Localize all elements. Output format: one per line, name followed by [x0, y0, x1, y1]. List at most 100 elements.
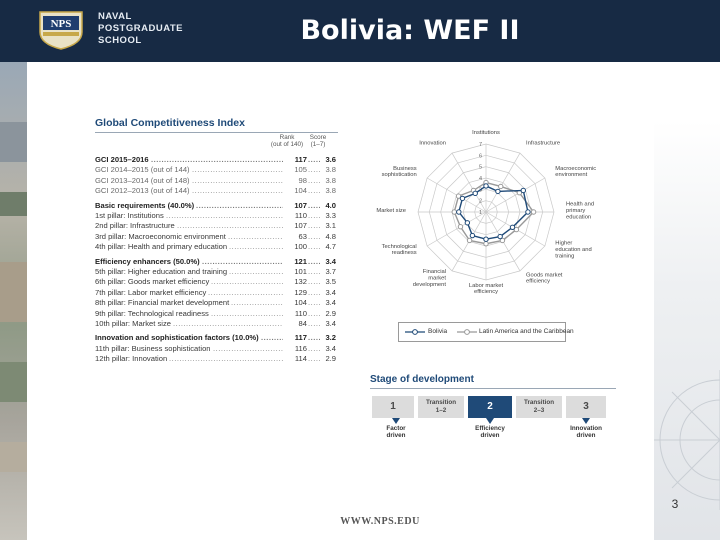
row-score: 3.4	[325, 298, 336, 308]
radar-point	[499, 237, 506, 244]
leader-dots: .....	[308, 308, 320, 318]
row-score: 3.8	[325, 165, 336, 175]
row-label: 5th pillar: Higher education and trainin…	[95, 267, 228, 276]
leader-dots: .....	[308, 256, 320, 266]
table-row: Basic requirements (40.0%)..............…	[95, 201, 336, 211]
row-label: 1st pillar: Institutions	[95, 211, 164, 220]
row-rank: 132	[294, 277, 307, 287]
row-rank: 107	[294, 200, 307, 210]
row-rank: 110	[294, 308, 307, 318]
row-label: Efficiency enhancers (50.0%)	[95, 256, 200, 266]
school-name-line: POSTGRADUATE	[98, 23, 183, 34]
leader-dots: ........................................…	[192, 165, 283, 175]
row-rank: 101	[294, 267, 307, 276]
table-row: 1st pillar: Institutions................…	[95, 211, 336, 221]
leader-dots: ........................................…	[228, 231, 283, 241]
row-rank: 104	[294, 298, 307, 308]
radar-point	[530, 209, 537, 215]
school-name-line: SCHOOL	[98, 35, 142, 46]
leader-dots: ........................................…	[231, 298, 283, 308]
leader-dots: ........................................…	[229, 242, 283, 252]
radar-axis-label: Innovation	[419, 140, 446, 146]
radar-spoke	[451, 152, 487, 213]
leader-dots: ........................................…	[151, 155, 283, 164]
stage-box: Transition 1–2	[418, 396, 464, 418]
row-score: 3.4	[325, 319, 336, 328]
radar-point	[520, 187, 526, 194]
row-score: 3.7	[325, 267, 336, 276]
leader-dots: .....	[308, 155, 320, 164]
table-row: 8th pillar: Financial market development…	[95, 298, 336, 308]
slide-header: NPS NAVAL POSTGRADUATE SCHOOL Bolivia: W…	[0, 0, 720, 62]
row-label: 10th pillar: Market size	[95, 319, 171, 328]
leader-dots: ........................................…	[211, 277, 283, 287]
stage-arrow	[582, 418, 590, 424]
leader-dots: .....	[308, 287, 320, 297]
radar-point	[525, 209, 531, 215]
radar-spoke	[426, 211, 487, 247]
radar-spoke	[485, 177, 546, 213]
radar-point	[457, 224, 464, 230]
leader-dots: .....	[308, 175, 320, 185]
radar-point	[469, 232, 476, 239]
leader-dots: .....	[308, 343, 320, 353]
row-score: 3.1	[325, 221, 336, 231]
row-label: GCI 2014–2015 (out of 144)	[95, 165, 190, 175]
table-row: 5th pillar: Higher education and trainin…	[95, 267, 336, 277]
legend-swatch-region	[457, 329, 477, 335]
table-row: GCI 2012–2013 (out of 144)..............…	[95, 186, 336, 196]
row-rank: 114	[294, 354, 307, 364]
leader-dots: ........................................…	[196, 200, 283, 210]
legend-label: Bolivia	[428, 328, 448, 335]
radar-spoke	[485, 152, 521, 213]
row-score: 4.8	[325, 231, 336, 241]
radar-tick-label: 5	[479, 165, 482, 171]
table-row: 7th pillar: Labor market efficiency.....…	[95, 288, 336, 298]
row-rank: 63	[298, 231, 307, 241]
row-score: 3.8	[325, 186, 336, 196]
radar-point	[472, 190, 478, 197]
leader-dots: ........................................…	[173, 319, 283, 328]
row-score: 4.7	[325, 242, 336, 252]
leader-dots: ........................................…	[192, 175, 283, 185]
radar-axis-label: Market size	[376, 208, 406, 214]
radar-point	[483, 236, 489, 242]
leader-dots: .....	[308, 267, 320, 276]
table-row: Innovation and sophistication factors (1…	[95, 333, 336, 343]
row-rank: 121	[294, 256, 307, 266]
row-label: 11th pillar: Business sophistication	[95, 343, 211, 353]
row-score: 3.4	[325, 287, 336, 297]
radar-point	[513, 226, 520, 233]
row-label: 8th pillar: Financial market development	[95, 298, 230, 308]
radar-point	[483, 183, 489, 189]
radar-point	[456, 209, 462, 215]
radar-point	[483, 241, 489, 247]
row-label: 6th pillar: Goods market efficiency	[95, 277, 210, 287]
stage-box: 3	[566, 396, 606, 418]
row-rank: 98	[298, 175, 307, 185]
campus-photo-strip	[0, 62, 27, 540]
row-rank: 84	[298, 319, 307, 328]
row-rank: 116	[294, 343, 307, 353]
row-score: 2.9	[325, 354, 336, 364]
gci-title: Global Competitiveness Index	[95, 117, 245, 129]
row-label: GCI 2015–2016	[95, 155, 149, 164]
stage-box: 1	[372, 396, 414, 418]
chart-legend: Bolivia Latin America and the Caribbean	[398, 322, 574, 342]
leader-dots: .....	[308, 231, 320, 241]
divider	[95, 132, 338, 133]
radar-tick-label: 1	[479, 210, 482, 216]
stage-box: Transition 2–3	[516, 396, 562, 418]
radar-axis-label: Business sophistication	[382, 166, 417, 178]
row-score: 3.3	[325, 211, 336, 220]
rank-column-header: Rank (out of 140)	[270, 134, 304, 148]
leader-dots: .....	[308, 298, 320, 308]
legend-swatch-bolivia	[405, 329, 425, 335]
row-rank: 107	[294, 221, 307, 231]
leader-dots: .....	[308, 277, 320, 287]
stage-box-active: 2	[468, 396, 512, 418]
table-row: 2nd pillar: Infrastructure..............…	[95, 221, 336, 231]
leader-dots: .....	[308, 186, 320, 196]
table-row: GCI 2015–2016...........................…	[95, 155, 336, 165]
row-score: 3.4	[325, 256, 336, 266]
